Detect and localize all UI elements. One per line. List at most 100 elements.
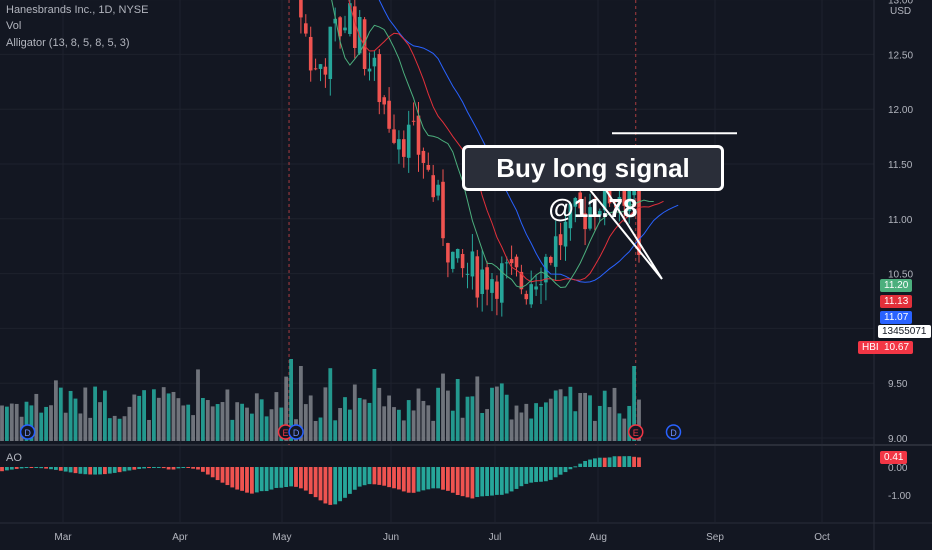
candle-body xyxy=(578,192,582,209)
ao-bar xyxy=(348,467,352,494)
volume-bar xyxy=(519,412,524,441)
volume-bar xyxy=(122,416,127,441)
volume-bar xyxy=(225,389,230,441)
volume-bar xyxy=(426,405,431,441)
volume-bar xyxy=(156,397,161,441)
volume-bar xyxy=(524,403,529,441)
time-tick-label: Apr xyxy=(172,532,188,543)
chart-title: Hanesbrands Inc., 1D, NYSE xyxy=(6,4,149,16)
volume-bar xyxy=(181,405,186,441)
candle-body xyxy=(343,27,347,31)
candle-body xyxy=(637,185,641,255)
volume-bar xyxy=(499,383,504,441)
volume-bar xyxy=(421,400,426,441)
ao-bar xyxy=(397,467,401,490)
ao-bar xyxy=(294,467,298,487)
ao-bar xyxy=(240,467,244,491)
ao-bar xyxy=(259,467,264,492)
volume-bar xyxy=(103,390,107,441)
ao-bar xyxy=(573,466,578,468)
last-price-tag: 10.67 xyxy=(880,341,914,354)
candle-body xyxy=(323,66,328,75)
ao-bar xyxy=(112,467,117,473)
alligator-jaw-line xyxy=(378,0,679,283)
volume-bar xyxy=(465,396,470,441)
ao-bar xyxy=(225,467,230,486)
volume-bar xyxy=(240,403,244,441)
volume-bar xyxy=(137,395,142,441)
dividend-badge-icon xyxy=(288,424,304,440)
ao-bar xyxy=(269,467,274,490)
volume-bar xyxy=(112,415,117,441)
ao-bar xyxy=(490,467,494,496)
volume-tag: 13455071 xyxy=(878,325,931,338)
earnings-badge-label: E xyxy=(633,428,639,438)
candle-body xyxy=(313,68,318,70)
candle-body xyxy=(406,124,411,158)
ao-bar xyxy=(24,467,29,469)
ao-bar xyxy=(632,456,636,467)
ao-bar xyxy=(509,467,514,492)
alligator-teeth-line xyxy=(348,0,664,283)
candle-body xyxy=(475,256,480,298)
volume-bar xyxy=(362,399,367,441)
price-tick-label: 9.50 xyxy=(888,379,908,390)
price-tick-label: 12.00 xyxy=(888,105,913,116)
candle-body xyxy=(441,181,445,239)
volume-bar xyxy=(201,397,205,441)
ao-bar xyxy=(196,467,200,470)
ao-bar xyxy=(34,467,39,468)
callout-pointer xyxy=(589,189,663,280)
ao-bar xyxy=(583,460,587,467)
volume-bar xyxy=(235,402,240,441)
ao-bar xyxy=(499,467,504,495)
volume-bar xyxy=(495,386,499,441)
ao-bar xyxy=(597,457,602,467)
candle-body xyxy=(480,269,484,294)
dividend-badge-icon xyxy=(19,424,36,440)
volume-bar xyxy=(548,398,553,441)
volume-bar xyxy=(186,404,191,441)
ao-bar xyxy=(495,467,499,495)
dividend-badge-label: D xyxy=(24,428,31,438)
candle-body xyxy=(627,190,631,211)
candle-body xyxy=(357,17,362,54)
alligator-lips-line xyxy=(331,0,654,289)
dividend-badge-label: D xyxy=(293,428,300,438)
volume-bar xyxy=(0,405,4,441)
ao-bar xyxy=(367,467,372,485)
ao-bar xyxy=(54,467,58,470)
candle-body xyxy=(534,286,538,290)
volume-bar xyxy=(367,402,372,441)
ao-bar xyxy=(279,467,284,488)
volume-bar xyxy=(446,390,450,441)
ao-bar xyxy=(274,467,279,488)
ao-bar xyxy=(401,467,406,492)
volume-legend: Vol xyxy=(6,20,22,32)
ao-bar xyxy=(250,467,254,494)
candle-body xyxy=(421,150,426,163)
volume-bar xyxy=(568,386,573,441)
candle-body xyxy=(402,139,406,157)
candle-body xyxy=(514,256,519,268)
candle-body xyxy=(299,0,303,18)
volume-bar xyxy=(357,397,362,441)
candle-body xyxy=(529,284,533,305)
candle-body xyxy=(588,207,592,229)
ao-bar xyxy=(323,467,328,504)
volume-bar xyxy=(455,379,460,441)
ao-bar xyxy=(446,467,450,491)
volume-bar xyxy=(269,409,274,441)
ao-bar xyxy=(338,467,342,502)
volume-bar xyxy=(176,398,181,441)
candle-body xyxy=(490,279,494,293)
ao-bar xyxy=(519,467,524,487)
volume-bar xyxy=(215,404,220,441)
volume-bar xyxy=(563,396,568,441)
volume-bar xyxy=(372,369,377,441)
volume-bar xyxy=(333,420,338,441)
volume-bar xyxy=(622,418,627,441)
alligator-jaw-tag: 11.07 xyxy=(880,311,913,324)
